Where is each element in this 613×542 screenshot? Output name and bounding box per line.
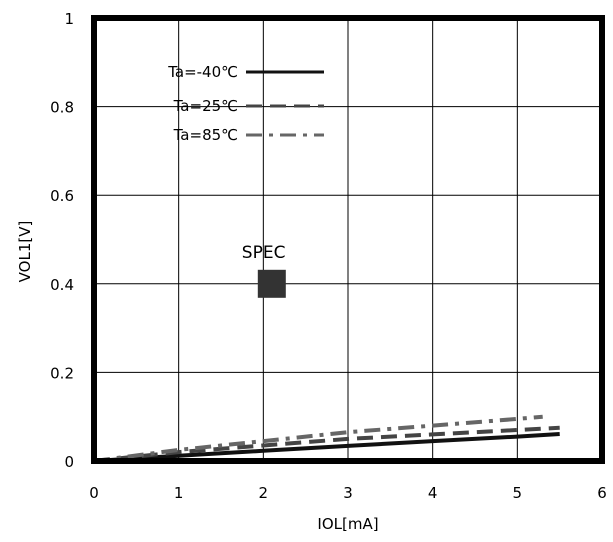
y-ticks: 0 0.2 0.4 0.6 0.8 1: [50, 10, 74, 471]
legend-entry-label: Ta=85℃: [173, 126, 238, 144]
legend-entry-label: Ta=25℃: [173, 97, 238, 115]
legend-entry-label: Ta=-40℃: [167, 63, 238, 81]
y-tick-label: 0.2: [50, 364, 74, 382]
x-tick-label: 4: [428, 484, 438, 502]
x-tick-label: 1: [174, 484, 184, 502]
y-axis-label: VOL1[V]: [16, 221, 34, 283]
y-tick-label: 0.6: [50, 187, 74, 205]
grid: [93, 17, 603, 462]
x-axis-label: IOL[mA]: [317, 515, 378, 533]
y-tick-label: 0.8: [50, 99, 74, 117]
legend: Ta=-40℃ Ta=25℃ Ta=85℃: [167, 63, 324, 144]
x-tick-label: 0: [89, 484, 99, 502]
y-tick-label: 0: [64, 453, 74, 471]
y-tick-label: 0.4: [50, 276, 74, 294]
x-tick-label: 6: [597, 484, 607, 502]
x-tick-label: 5: [513, 484, 523, 502]
x-tick-label: 2: [259, 484, 269, 502]
annotations: SPEC: [242, 243, 286, 298]
x-ticks: 0 1 2 3 4 5 6: [89, 484, 607, 502]
plot-frame: [91, 15, 605, 464]
x-tick-label: 3: [343, 484, 353, 502]
spec-label: SPEC: [242, 243, 286, 263]
series-line-2: [93, 425, 560, 463]
series-line-1: [93, 432, 560, 463]
series-layer: [93, 414, 560, 463]
spec-marker: [257, 269, 286, 298]
y-tick-label: 1: [64, 10, 74, 28]
